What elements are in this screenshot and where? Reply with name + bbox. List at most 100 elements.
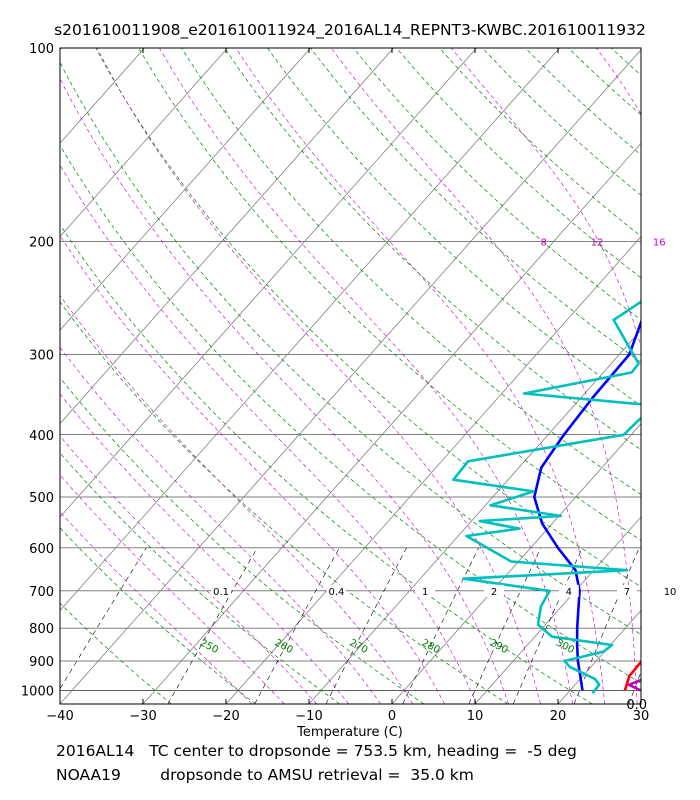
dry-adiabat-line	[60, 452, 340, 704]
dry-adiabat-line	[181, 48, 641, 496]
moist-adiabat-line	[60, 511, 253, 704]
isotherm-line	[60, 48, 394, 425]
footer-line-1: 2016AL14 TC center to dropsonde = 753.5 …	[56, 742, 577, 760]
dry-adiabat-line	[224, 48, 641, 451]
mixing-ratio-line	[254, 547, 340, 704]
x-tick-label: −10	[295, 709, 322, 724]
isotherm-line	[60, 48, 228, 238]
dry-adiabat-line	[610, 48, 641, 76]
isotherm-line	[142, 142, 641, 704]
moist-adiabat-line	[96, 48, 541, 704]
dry-adiabat-line	[396, 48, 641, 279]
y-tick-label: 900	[29, 655, 54, 670]
mixing-ratio-label: 1	[422, 587, 428, 598]
x-tick-label: 20	[550, 709, 567, 724]
x-tick-label: −20	[212, 709, 239, 724]
y-tick-label: 600	[29, 542, 54, 557]
moist-adiabat-label: 16	[653, 237, 666, 248]
in-plot-labels: 81216202428320.10.4124710162502602702802…	[198, 237, 681, 657]
mixing-ratio-label: 0.1	[213, 587, 229, 598]
moist-adiabat-line	[60, 235, 445, 704]
dry-adiabat-line	[568, 48, 641, 116]
mixing-ratio-line	[402, 547, 479, 704]
x-tick-label: 10	[467, 709, 484, 724]
mixing-ratio-label-bg	[616, 584, 637, 597]
mixing-ratio-label-bg	[211, 584, 232, 597]
x-tick-label: 0	[388, 709, 396, 724]
series-line-dropsonde-dewpoint	[452, 300, 641, 695]
moist-adiabat-label: 12	[591, 237, 604, 248]
mixing-ratio-label-bg	[415, 584, 436, 597]
profile-lines	[452, 300, 641, 695]
mixing-ratio-line	[60, 547, 147, 690]
mixing-ratio-line	[325, 547, 407, 704]
isotherm-line	[60, 48, 560, 612]
axes: −40 −30 −20 −10 0 10 20 30 100 200 300 400 500 600 700…	[21, 42, 649, 724]
dry-adiabat-label: 290	[488, 638, 510, 657]
mixing-ratio-label-bg	[326, 584, 347, 597]
x-tick-label: 30	[633, 709, 650, 724]
moist-adiabat-line	[60, 164, 477, 704]
background-lines	[60, 48, 700, 704]
moist-adiabat-line	[60, 474, 285, 704]
mixing-ratio-line	[468, 547, 542, 704]
y-tick-label: 500	[29, 491, 54, 506]
dry-adiabat-line	[654, 48, 700, 704]
mixing-ratio-label: 0.4	[328, 587, 344, 598]
y-tick-label: 800	[29, 622, 54, 637]
isotherm-line	[60, 48, 311, 331]
isotherm-line	[60, 48, 145, 144]
isotherm-line	[225, 236, 641, 704]
isotherm-line	[60, 49, 641, 704]
moist-adiabat-line	[60, 435, 317, 704]
moist-adiabat-line	[60, 393, 350, 704]
mixing-ratio-line	[512, 547, 583, 704]
dry-adiabat-line	[138, 48, 641, 541]
isotherm-line	[640, 703, 641, 704]
moist-adiabat-label: 8	[541, 237, 547, 248]
moist-adiabat-line	[330, 48, 638, 704]
mixing-ratio-label-bg	[484, 584, 505, 597]
dry-adiabat-line	[60, 602, 172, 704]
moist-adiabat-line	[235, 48, 606, 704]
mixing-ratio-label: 2	[491, 587, 497, 598]
mixing-ratio-label: 4	[566, 587, 572, 598]
moist-adiabat-line	[450, 48, 641, 349]
dry-adiabat-line	[60, 224, 593, 704]
dry-adiabat-line	[60, 377, 425, 704]
dry-adiabat-line	[439, 48, 641, 237]
moist-adiabat-line	[159, 48, 573, 704]
moist-adiabat-line	[60, 346, 382, 704]
footer-line-2: NOAA19 dropsonde to AMSU retrieval = 35.…	[56, 766, 474, 784]
mixing-ratio-line	[628, 671, 641, 704]
x-tick-label: −30	[129, 709, 156, 724]
mixing-ratio-label-bg	[660, 584, 681, 597]
y-tick-label: 100	[29, 42, 54, 57]
mixing-ratio-label: 10	[664, 587, 677, 598]
x-axis-label: Temperature (C)	[296, 725, 403, 740]
mixing-ratio-label-bg	[558, 584, 579, 597]
series-line-amsu-dewpoint	[532, 318, 641, 691]
isotherm-line	[60, 48, 62, 51]
corner-label: 0.0	[626, 698, 647, 713]
dry-adiabat-label: 280	[420, 638, 442, 657]
y-tick-label: 200	[29, 235, 54, 250]
mixing-ratio-label: 7	[624, 587, 630, 598]
moist-adiabat-line	[60, 294, 414, 704]
y-tick-label: 300	[29, 348, 54, 363]
isotherm-line	[60, 48, 477, 518]
dry-adiabat-line	[267, 48, 641, 407]
dry-adiabat-line	[60, 61, 641, 635]
dry-adiabat-line	[60, 144, 641, 684]
dry-adiabat-line	[353, 48, 641, 321]
y-tick-label: 700	[29, 585, 54, 600]
dry-adiabat-line	[60, 527, 256, 704]
moist-adiabat-line	[60, 77, 509, 704]
dry-adiabat-label: 250	[198, 638, 220, 657]
chart-title: s201610011908_e201610011924_2016AL14_REP…	[54, 21, 646, 39]
x-tick-label: −40	[46, 709, 73, 724]
plot-frame	[59, 47, 642, 705]
dry-adiabat-line	[310, 48, 641, 363]
isotherm-line	[474, 516, 641, 704]
y-tick-label: 1000	[21, 684, 54, 699]
